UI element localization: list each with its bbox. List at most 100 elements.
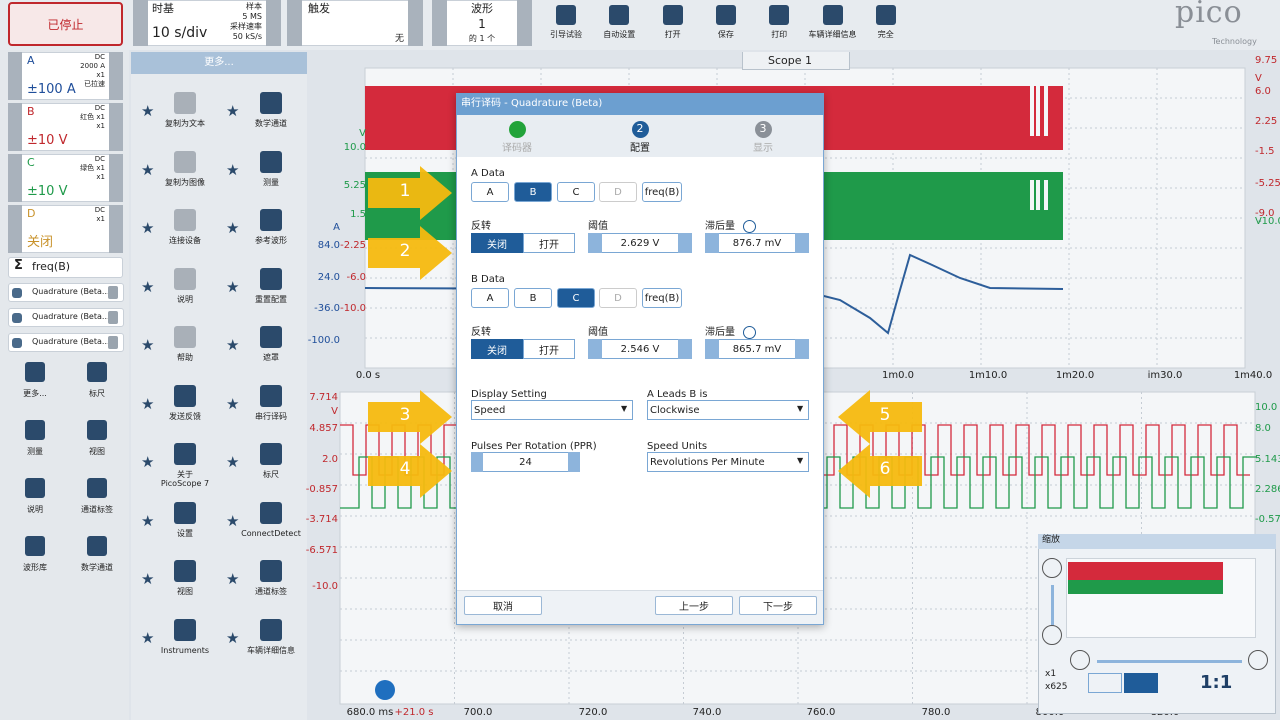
trash: [108, 286, 118, 299]
channel-name: D: [27, 207, 36, 220]
source-button[interactable]: freq(B): [642, 288, 682, 308]
axis-label: -6.0: [346, 272, 366, 283]
more-item: 连接设备: [169, 236, 201, 245]
plus-bar: [109, 103, 123, 151]
icon: [87, 536, 107, 556]
callout-number: 5: [879, 405, 891, 425]
dropdown[interactable]: [471, 400, 633, 420]
label: 的 1 个: [468, 34, 496, 43]
axis-label: -10.0: [340, 303, 366, 314]
source-button[interactable]: D: [599, 288, 637, 308]
source-button[interactable]: freq(B): [642, 182, 682, 202]
minus-bar: [8, 154, 22, 202]
spin-minus[interactable]: [705, 233, 719, 253]
axis-label: 8.0: [1255, 423, 1271, 434]
axis-label: -0.571: [1255, 514, 1280, 525]
source-button[interactable]: C: [557, 182, 595, 202]
axis-label: 24.0: [317, 272, 340, 283]
tool-label: 数学通道: [81, 563, 113, 572]
trace-gap: [1044, 86, 1048, 136]
icon: [87, 420, 107, 440]
dropdown-caret: ▼: [797, 456, 804, 465]
zoom-button[interactable]: [1042, 625, 1062, 645]
axis-label: 84.0: [317, 240, 340, 251]
icon: [260, 560, 282, 582]
dropdown[interactable]: [647, 452, 809, 472]
tool-label: 视图: [89, 447, 105, 456]
star: ★: [141, 453, 155, 471]
pan-tool[interactable]: [1124, 673, 1158, 693]
scope-tab: [742, 52, 850, 70]
dialog-button[interactable]: 取消: [464, 596, 542, 615]
label: 已拉速: [84, 80, 105, 88]
spin-plus[interactable]: [795, 233, 809, 253]
source-button[interactable]: B: [514, 182, 552, 202]
stop-button[interactable]: 已停止: [8, 2, 123, 46]
spin-plus[interactable]: [568, 452, 580, 472]
star: ★: [141, 336, 155, 354]
step-circle: [755, 121, 772, 138]
star: ★: [226, 628, 240, 647]
toggle[interactable]: 打开: [523, 339, 575, 359]
icon: [260, 267, 282, 290]
dialog-button[interactable]: 下一步: [739, 596, 817, 615]
x-axis-label: 1m0.0: [881, 370, 915, 381]
zoom-tool[interactable]: [1088, 673, 1122, 693]
toolbar-label: 车辆详细信息: [808, 30, 857, 39]
zoom-slider-h: [1097, 660, 1242, 663]
zoom-button[interactable]: [1042, 558, 1062, 578]
icon: [769, 5, 790, 25]
zoom-button[interactable]: [1248, 650, 1268, 670]
source-button[interactable]: B: [514, 288, 552, 308]
toggle[interactable]: 打开: [523, 233, 575, 253]
trash: [108, 336, 118, 349]
axis-label: 5.143: [1255, 454, 1280, 465]
label: 采样速率: [230, 22, 262, 31]
star: ★: [141, 511, 155, 530]
spin-minus[interactable]: [588, 233, 602, 253]
spin-plus[interactable]: [795, 339, 809, 359]
more-item: Instruments: [160, 645, 210, 655]
more-item: 通道标签: [255, 587, 287, 596]
math-box: [8, 257, 123, 278]
axis-label: 6.0: [1255, 86, 1271, 97]
icon: [260, 443, 282, 465]
icon: [174, 326, 196, 348]
source-button[interactable]: A: [471, 182, 509, 202]
dialog: [456, 93, 824, 625]
star: ★: [226, 336, 240, 354]
star: ★: [141, 394, 155, 413]
spin-minus[interactable]: [588, 339, 602, 359]
trace-gap: [1036, 86, 1040, 136]
zoom-button[interactable]: [1070, 650, 1090, 670]
axis-label: 2.286: [1255, 484, 1280, 495]
plus-bar: [109, 52, 123, 100]
source-button[interactable]: D: [599, 182, 637, 202]
toggle[interactable]: 关闭: [471, 339, 523, 359]
toggle[interactable]: 关闭: [471, 233, 523, 253]
axis-label: 2.0: [322, 454, 338, 465]
field-label: Display Setting: [471, 389, 547, 400]
source-button[interactable]: C: [557, 288, 595, 308]
spin-minus[interactable]: [705, 339, 719, 359]
spin-value: 2.546 V: [620, 344, 660, 355]
field-label: Speed Units: [647, 441, 708, 452]
icon: [715, 5, 736, 25]
spin-minus[interactable]: [471, 452, 483, 472]
star: ★: [226, 160, 240, 179]
section-label: A Data: [471, 168, 505, 179]
spin-plus[interactable]: [678, 339, 692, 359]
dropdown[interactable]: [647, 400, 809, 420]
dialog-title-bar: [456, 93, 824, 115]
axis-label: -36.0: [314, 303, 340, 314]
spin-plus[interactable]: [678, 233, 692, 253]
more-item: 数学通道: [255, 119, 287, 128]
source-button[interactable]: A: [471, 288, 509, 308]
tool-label: 更多...: [23, 389, 47, 398]
label: 触发: [308, 2, 330, 15]
spin-value: 876.7 mV: [732, 238, 782, 249]
more-item: 遮罩: [263, 353, 279, 362]
label: 1: [478, 17, 486, 31]
dialog-button[interactable]: 上一步: [655, 596, 733, 615]
